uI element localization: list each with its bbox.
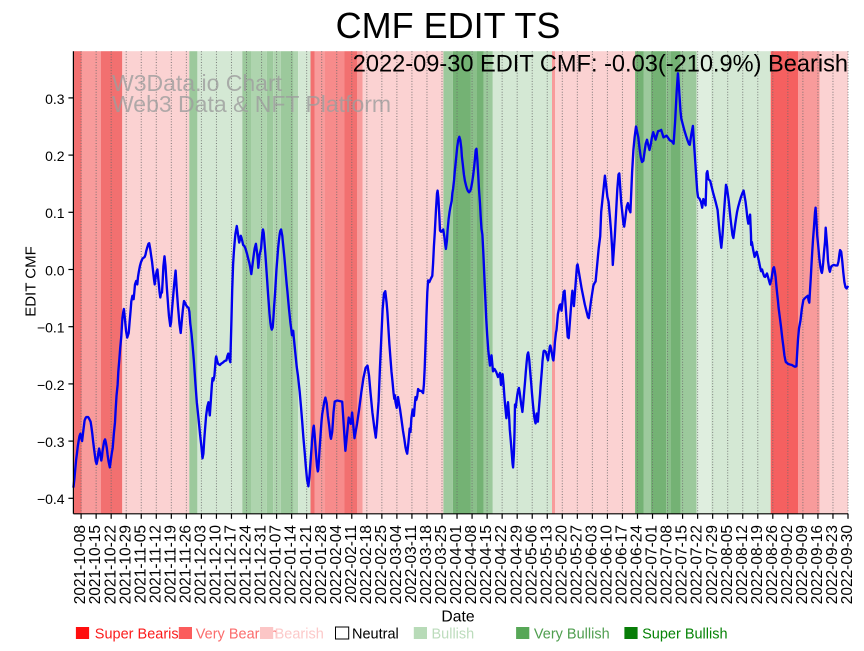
svg-text:2022-06-10: 2022-06-10 — [598, 525, 615, 605]
svg-text:2022-05-20: 2022-05-20 — [553, 525, 570, 605]
svg-text:2022-08-05: 2022-08-05 — [719, 525, 736, 604]
svg-text:2021-10-15: 2021-10-15 — [87, 525, 104, 604]
svg-text:2022-02-18: 2022-02-18 — [358, 525, 375, 604]
svg-text:2022-05-06: 2022-05-06 — [523, 525, 540, 604]
svg-text:2022-06-17: 2022-06-17 — [614, 525, 631, 604]
svg-text:0.2: 0.2 — [45, 148, 65, 164]
svg-text:Very Bearish: Very Bearish — [196, 626, 278, 642]
svg-text:2022-09-02: 2022-09-02 — [779, 525, 796, 604]
svg-text:2022-03-11: 2022-03-11 — [403, 525, 420, 603]
svg-text:EDIT CMF: EDIT CMF — [23, 246, 40, 317]
svg-text:0.0: 0.0 — [45, 262, 65, 278]
svg-text:2022-08-19: 2022-08-19 — [749, 525, 766, 604]
svg-text:2022-04-15: 2022-04-15 — [478, 525, 495, 604]
svg-text:2021-11-12: 2021-11-12 — [147, 525, 164, 603]
svg-text:2021-11-05: 2021-11-05 — [132, 525, 149, 603]
svg-text:Very Bullish: Very Bullish — [534, 626, 610, 642]
svg-text:2021-10-22: 2021-10-22 — [102, 525, 119, 604]
svg-text:−0.4: −0.4 — [37, 491, 65, 507]
svg-text:2022-05-13: 2022-05-13 — [538, 525, 555, 604]
svg-text:2022-03-04: 2022-03-04 — [388, 525, 405, 605]
svg-text:2021-12-03: 2021-12-03 — [192, 525, 209, 604]
svg-text:2022-05-27: 2022-05-27 — [568, 525, 585, 604]
svg-text:2022-09-30: 2022-09-30 — [839, 525, 856, 605]
svg-text:CMF EDIT TS: CMF EDIT TS — [336, 5, 561, 46]
svg-text:−0.1: −0.1 — [37, 320, 65, 336]
svg-text:2022-08-12: 2022-08-12 — [734, 525, 751, 604]
svg-text:2022-04-29: 2022-04-29 — [508, 525, 525, 604]
svg-text:2022-09-30 EDIT CMF: -0.03(-21: 2022-09-30 EDIT CMF: -0.03(-210.9%) Bear… — [353, 52, 848, 78]
svg-text:2022-03-18: 2022-03-18 — [418, 525, 435, 604]
svg-text:2022-07-15: 2022-07-15 — [674, 525, 691, 604]
svg-text:−0.2: −0.2 — [37, 377, 65, 393]
svg-text:W3Data.io Chart: W3Data.io Chart — [112, 70, 283, 96]
svg-text:2021-11-26: 2021-11-26 — [177, 525, 194, 603]
svg-text:2021-11-19: 2021-11-19 — [162, 525, 179, 603]
svg-text:2022-06-03: 2022-06-03 — [583, 525, 600, 604]
svg-text:2022-01-07: 2022-01-07 — [268, 525, 285, 604]
svg-text:2022-08-26: 2022-08-26 — [764, 525, 781, 604]
svg-text:Web3 Data & NFT Platform: Web3 Data & NFT Platform — [112, 91, 391, 117]
svg-text:2022-02-04: 2022-02-04 — [328, 525, 345, 605]
svg-text:Bearish: Bearish — [275, 626, 324, 642]
svg-text:2022-03-25: 2022-03-25 — [433, 525, 450, 604]
svg-text:2021-12-10: 2021-12-10 — [208, 525, 225, 605]
svg-text:2022-07-22: 2022-07-22 — [689, 525, 706, 604]
svg-text:2022-07-08: 2022-07-08 — [659, 525, 676, 604]
svg-text:Neutral: Neutral — [352, 626, 399, 642]
svg-text:2022-04-08: 2022-04-08 — [463, 525, 480, 604]
svg-text:0.3: 0.3 — [45, 91, 65, 107]
svg-text:2022-09-23: 2022-09-23 — [824, 525, 841, 604]
svg-text:2021-12-17: 2021-12-17 — [223, 525, 240, 604]
svg-text:2021-10-08: 2021-10-08 — [72, 525, 89, 604]
svg-text:2022-04-22: 2022-04-22 — [493, 525, 510, 604]
svg-text:2022-02-25: 2022-02-25 — [373, 525, 390, 604]
svg-text:0.1: 0.1 — [45, 205, 65, 221]
svg-text:2022-02-11: 2022-02-11 — [343, 525, 360, 603]
svg-text:2022-09-09: 2022-09-09 — [794, 525, 811, 604]
svg-text:2022-07-29: 2022-07-29 — [704, 525, 721, 604]
svg-text:2022-04-01: 2022-04-01 — [448, 525, 465, 604]
svg-text:2022-01-14: 2022-01-14 — [283, 525, 300, 605]
svg-text:Bullish: Bullish — [432, 626, 475, 642]
svg-text:2022-09-16: 2022-09-16 — [809, 525, 826, 604]
svg-text:2022-01-28: 2022-01-28 — [313, 525, 330, 604]
svg-text:2022-06-24: 2022-06-24 — [629, 525, 646, 605]
svg-text:Date: Date — [441, 609, 474, 626]
svg-text:2021-12-24: 2021-12-24 — [238, 525, 255, 605]
svg-text:2021-12-31: 2021-12-31 — [253, 525, 270, 604]
svg-text:Super Bullish: Super Bullish — [642, 626, 727, 642]
svg-text:Super Bearish: Super Bearish — [95, 626, 187, 642]
svg-text:2022-01-21: 2022-01-21 — [298, 525, 315, 604]
svg-text:2022-07-01: 2022-07-01 — [644, 525, 661, 604]
svg-text:2021-10-29: 2021-10-29 — [117, 525, 134, 604]
svg-text:−0.3: −0.3 — [37, 434, 65, 450]
